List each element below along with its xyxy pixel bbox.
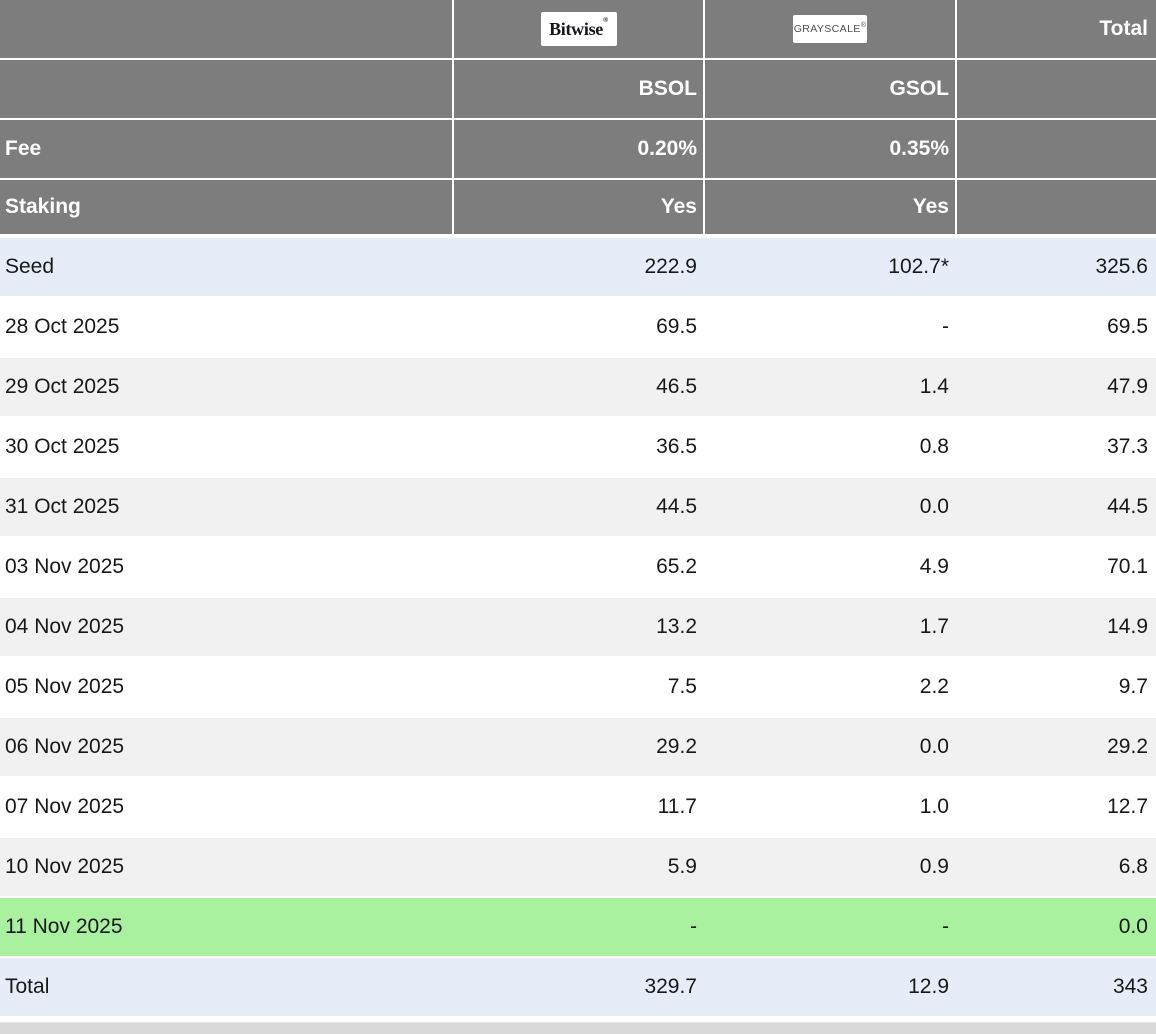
table-row: 11 Nov 2025 - - 0.0: [0, 898, 1156, 958]
header-row-fee: Fee 0.20% 0.35%: [0, 120, 1156, 180]
staking-row-label: Staking: [0, 180, 452, 234]
gsol-value-cell: 0.0: [919, 735, 949, 758]
gsol-value-cell: 12.9: [908, 975, 949, 998]
gsol-value-cell: 4.9: [919, 555, 949, 578]
gsol-value-cell: 0.0: [919, 495, 949, 518]
row-label-cell: 28 Oct 2025: [5, 315, 120, 338]
bsol-value-cell: 222.9: [644, 255, 697, 278]
table-row: 04 Nov 2025 13.2 1.7 14.9: [0, 598, 1156, 658]
row-label-cell: 03 Nov 2025: [5, 555, 125, 578]
gsol-ticker-header: GSOL: [703, 60, 955, 118]
header-empty-cell: [0, 60, 452, 118]
row-label-cell: 10 Nov 2025: [5, 855, 125, 878]
bsol-value-cell: 13.2: [656, 615, 697, 638]
bsol-value-cell: 46.5: [656, 375, 697, 398]
gsol-value-cell: 1.4: [919, 375, 949, 398]
row-label-cell: 11 Nov 2025: [5, 915, 123, 938]
bottom-strip: [0, 1022, 1156, 1034]
table-row: 30 Oct 2025 36.5 0.8 37.3: [0, 418, 1156, 478]
bsol-value-cell: -: [690, 915, 697, 938]
header-empty-cell: [955, 120, 1156, 178]
total-value-cell: 44.5: [1107, 495, 1148, 518]
total-value-cell: 47.9: [1107, 375, 1148, 398]
total-value-cell: 69.5: [1107, 315, 1148, 338]
table-row: 05 Nov 2025 7.5 2.2 9.7: [0, 658, 1156, 718]
gsol-value-cell: 1.0: [919, 795, 949, 818]
grayscale-logo: GRAYSCALE ®: [793, 15, 867, 43]
row-label-cell: 06 Nov 2025: [5, 735, 125, 758]
grayscale-registered-mark-icon: ®: [860, 22, 867, 29]
bitwise-registered-mark-icon: ®: [602, 16, 608, 24]
total-value-cell: 343: [1112, 975, 1148, 998]
bitwise-logo: Bitwise ®: [540, 12, 617, 46]
table-row: 07 Nov 2025 11.7 1.0 12.7: [0, 778, 1156, 838]
total-value-cell: 29.2: [1107, 735, 1148, 758]
header-row-staking: Staking Yes Yes: [0, 180, 1156, 238]
row-label-cell: Total: [5, 975, 50, 998]
grayscale-logo-text: GRAYSCALE: [793, 23, 861, 35]
bsol-value-cell: 36.5: [656, 435, 697, 458]
table-row: 31 Oct 2025 44.5 0.0 44.5: [0, 478, 1156, 538]
row-label-cell: Seed: [5, 255, 55, 278]
total-value-cell: 325.6: [1095, 255, 1148, 278]
total-value-cell: 0.0: [1118, 915, 1148, 938]
bsol-value-cell: 329.7: [644, 975, 697, 998]
total-value-cell: 12.7: [1107, 795, 1148, 818]
gsol-value-cell: 2.2: [919, 675, 949, 698]
header-empty-cell: [955, 180, 1156, 234]
row-label-cell: 07 Nov 2025: [5, 795, 125, 818]
bsol-value-cell: 65.2: [656, 555, 697, 578]
bsol-value-cell: 29.2: [656, 735, 697, 758]
header-row-brands: Bitwise ® GRAYSCALE ® Total: [0, 0, 1156, 60]
gsol-value-cell: 1.7: [919, 615, 949, 638]
grayscale-brand-cell: GRAYSCALE ®: [703, 0, 955, 58]
table-row: 29 Oct 2025 46.5 1.4 47.9: [0, 358, 1156, 418]
header-row-tickers: BSOL GSOL: [0, 60, 1156, 120]
flow-data-rows: Seed 222.9 102.7* 325.6 28 Oct 2025 69.5 - 69.5…: [0, 238, 1156, 1018]
row-label-cell: 29 Oct 2025: [5, 375, 120, 398]
bsol-value-cell: 69.5: [656, 315, 697, 338]
gsol-value-cell: 0.8: [919, 435, 949, 458]
gsol-value-cell: 102.7*: [888, 255, 949, 278]
bsol-fee-value: 0.20%: [452, 120, 703, 178]
total-column-header: Total: [955, 0, 1156, 58]
bsol-value-cell: 44.5: [656, 495, 697, 518]
header-empty-cell: [955, 60, 1156, 118]
table-row: 28 Oct 2025 69.5 - 69.5: [0, 298, 1156, 358]
gsol-value-cell: -: [942, 315, 949, 338]
table-row: 10 Nov 2025 5.9 0.9 6.8: [0, 838, 1156, 898]
gsol-value-cell: -: [942, 915, 949, 938]
table-row: Seed 222.9 102.7* 325.6: [0, 238, 1156, 298]
table-row: 03 Nov 2025 65.2 4.9 70.1: [0, 538, 1156, 598]
total-value-cell: 14.9: [1107, 615, 1148, 638]
bsol-ticker-header: BSOL: [452, 60, 703, 118]
row-label-cell: 31 Oct 2025: [5, 495, 120, 518]
gsol-value-cell: 0.9: [919, 855, 949, 878]
bsol-value-cell: 11.7: [657, 795, 697, 818]
fee-row-label: Fee: [0, 120, 452, 178]
header-empty-cell: [0, 0, 452, 58]
bsol-value-cell: 7.5: [667, 675, 697, 698]
bsol-value-cell: 5.9: [667, 855, 697, 878]
total-value-cell: 70.1: [1107, 555, 1148, 578]
row-label-cell: 04 Nov 2025: [5, 615, 125, 638]
row-label-cell: 05 Nov 2025: [5, 675, 125, 698]
bitwise-brand-cell: Bitwise ®: [452, 0, 703, 58]
total-value-cell: 37.3: [1107, 435, 1148, 458]
total-value-cell: 9.7: [1118, 675, 1148, 698]
gsol-fee-value: 0.35%: [703, 120, 955, 178]
table-row: Total 329.7 12.9 343: [0, 958, 1156, 1018]
bsol-staking-value: Yes: [452, 180, 703, 234]
total-value-cell: 6.8: [1118, 855, 1148, 878]
gsol-staking-value: Yes: [703, 180, 955, 234]
bitwise-logo-text: Bitwise: [549, 18, 603, 39]
row-label-cell: 30 Oct 2025: [5, 435, 120, 458]
table-row: 06 Nov 2025 29.2 0.0 29.2: [0, 718, 1156, 778]
bottom-spacer: [0, 1018, 1156, 1022]
